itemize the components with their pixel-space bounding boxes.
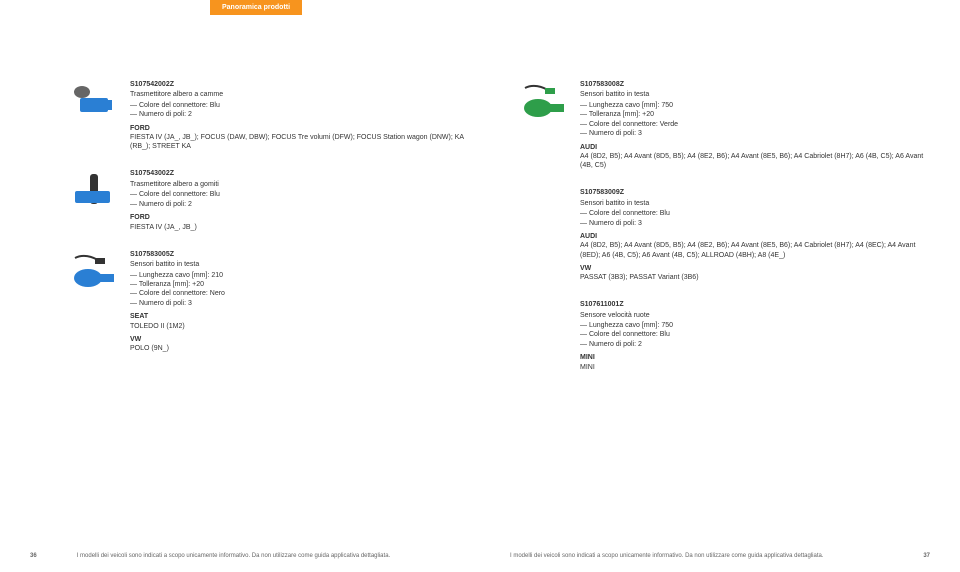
product-spec: — Colore del connettore: Blu xyxy=(580,209,930,218)
right-column: S107583008ZSensori battito in testa— Lun… xyxy=(520,80,930,390)
product-sku: S107542002Z xyxy=(130,80,480,89)
model-list: POLO (9N_) xyxy=(130,344,480,353)
model-list: PASSAT (3B3); PASSAT Variant (3B6) xyxy=(580,273,930,282)
product-info: S107583008ZSensori battito in testa — Lun… xyxy=(580,80,930,170)
brand-name: AUDI xyxy=(580,143,930,152)
product-spec: — Colore del connettore: Blu xyxy=(580,330,930,339)
page-number-right: 37 xyxy=(923,553,930,560)
brand-name: VW xyxy=(580,264,930,273)
product-info: S107542002ZTrasmettitore albero a camme —… xyxy=(130,80,480,151)
brand-name: MINI xyxy=(580,353,930,362)
product-block: S107583005ZSensori battito in testa — Lun… xyxy=(70,250,480,354)
product-block: S107583009Z Sensori battito in testa— Col… xyxy=(520,188,930,282)
product-sku: S107583005Z xyxy=(130,250,480,259)
product-thumb xyxy=(70,169,120,209)
product-info: S107583009Z Sensori battito in testa— Col… xyxy=(580,188,930,282)
product-thumb xyxy=(70,80,120,120)
product-block: S107542002ZTrasmettitore albero a camme —… xyxy=(70,80,480,151)
product-spec: — Colore del connettore: Nero xyxy=(130,289,480,298)
product-spec: — Lunghezza cavo [mm]: 750 xyxy=(580,321,930,330)
product-sku: S107611001Z xyxy=(580,300,930,309)
product-type: Sensori battito in testa xyxy=(580,199,930,208)
model-list: A4 (8D2, B5); A4 Avant (8D5, B5); A4 (8E… xyxy=(580,241,930,259)
product-info: S107611001Z Sensore velocità ruote— Lungh… xyxy=(580,300,930,372)
disclaimer-left: I modelli dei veicoli sono indicati a sc… xyxy=(77,553,450,560)
product-sku: S107543002Z xyxy=(130,169,480,178)
brand-name: AUDI xyxy=(580,232,930,241)
product-spec: — Numero di poli: 3 xyxy=(130,299,480,308)
product-type: Sensori battito in testa xyxy=(580,90,930,99)
product-block: S107583008ZSensori battito in testa — Lun… xyxy=(520,80,930,170)
product-type: Sensore velocità ruote xyxy=(580,311,930,320)
content-area: S107542002ZTrasmettitore albero a camme —… xyxy=(70,80,930,390)
model-list: FIESTA IV (JA_, JB_); FOCUS (DAW, DBW); … xyxy=(130,133,480,151)
product-info: S107583005ZSensori battito in testa — Lun… xyxy=(130,250,480,354)
product-type: Sensori battito in testa xyxy=(130,260,480,269)
product-sku: S107583009Z xyxy=(580,188,930,197)
product-block: S107611001Z Sensore velocità ruote— Lungh… xyxy=(520,300,930,372)
brand-name: SEAT xyxy=(130,312,480,321)
footer: 36 I modelli dei veicoli sono indicati a… xyxy=(0,553,960,560)
product-spec: — Lunghezza cavo [mm]: 750 xyxy=(580,101,930,110)
product-block: S107543002Z Trasmettitore albero a gomiti… xyxy=(70,169,480,231)
brand-name: FORD xyxy=(130,213,480,222)
product-info: S107543002Z Trasmettitore albero a gomiti… xyxy=(130,169,480,231)
brand-name: VW xyxy=(130,335,480,344)
model-list: MINI xyxy=(580,363,930,372)
model-list: FIESTA IV (JA_, JB_) xyxy=(130,223,480,232)
model-list: TOLEDO II (1M2) xyxy=(130,322,480,331)
product-spec: — Tolleranza [mm]: +20 xyxy=(580,110,930,119)
page-number-left: 36 xyxy=(30,553,37,560)
product-type: Trasmettitore albero a camme xyxy=(130,90,480,99)
product-spec: — Numero di poli: 3 xyxy=(580,129,930,138)
product-type: Trasmettitore albero a gomiti xyxy=(130,180,480,189)
product-spec: — Numero di poli: 2 xyxy=(130,200,480,209)
product-spec: — Lunghezza cavo [mm]: 210 xyxy=(130,271,480,280)
product-spec: — Colore del connettore: Blu xyxy=(130,190,480,199)
product-spec: — Numero di poli: 2 xyxy=(130,110,480,119)
model-list: A4 (8D2, B5); A4 Avant (8D5, B5); A4 (8E… xyxy=(580,152,930,170)
left-column: S107542002ZTrasmettitore albero a camme —… xyxy=(70,80,480,390)
brand-name: FORD xyxy=(130,124,480,133)
disclaimer-right: I modelli dei veicoli sono indicati a sc… xyxy=(510,553,883,560)
product-thumb xyxy=(70,250,120,290)
product-spec: — Tolleranza [mm]: +20 xyxy=(130,280,480,289)
product-spec: — Colore del connettore: Verde xyxy=(580,120,930,129)
header-tab: Panoramica prodotti xyxy=(210,0,302,15)
product-spec: — Numero di poli: 3 xyxy=(580,219,930,228)
product-spec: — Numero di poli: 2 xyxy=(580,340,930,349)
product-spec: — Colore del connettore: Blu xyxy=(130,101,480,110)
product-sku: S107583008Z xyxy=(580,80,930,89)
product-thumb xyxy=(520,80,570,120)
